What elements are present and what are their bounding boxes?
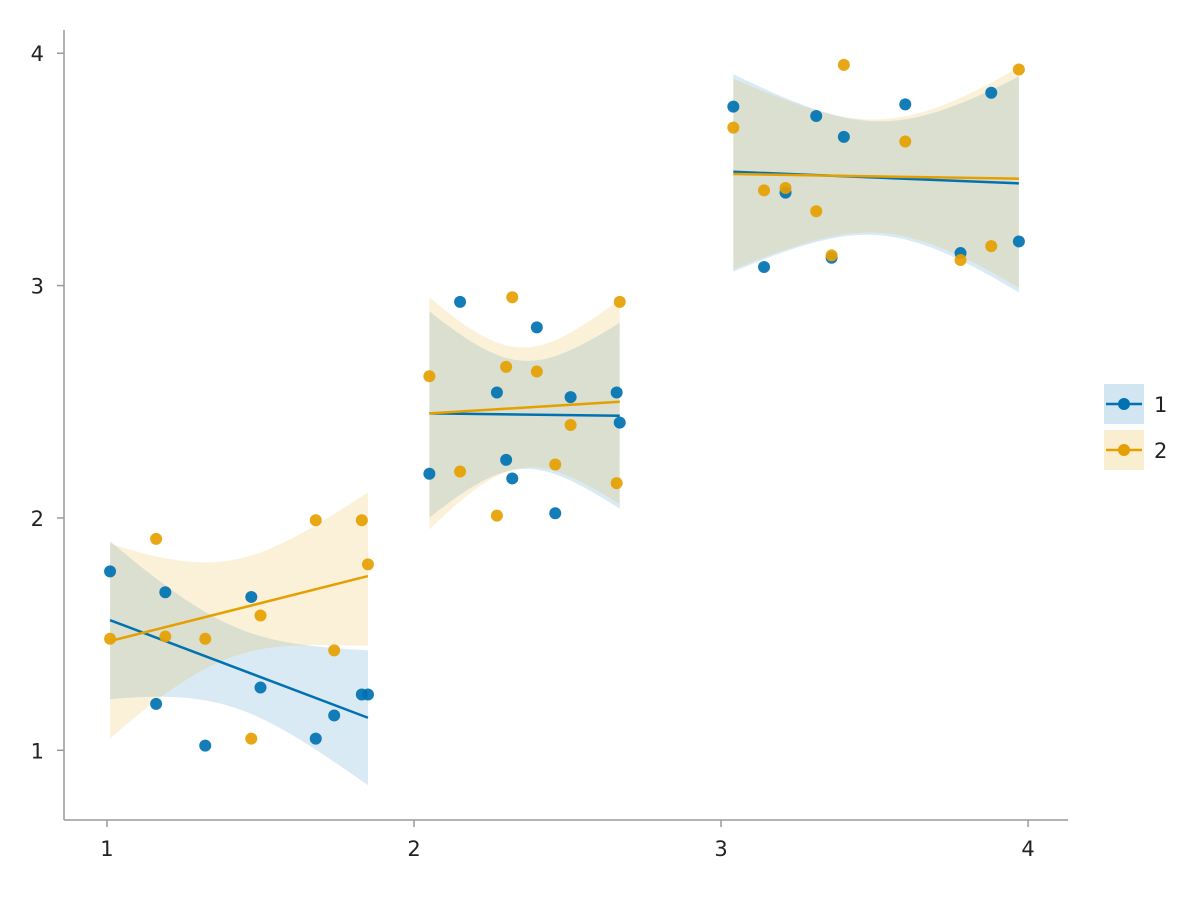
- series-2-point: [150, 532, 163, 545]
- series-2-point: [549, 458, 562, 471]
- series-1-fit-line: [429, 412, 620, 417]
- x-tick-label: 4: [1021, 837, 1034, 861]
- series-1-point: [549, 507, 562, 520]
- series-2-point: [199, 632, 212, 645]
- series-2-point: [454, 465, 467, 478]
- series-1-point: [837, 130, 850, 143]
- series-2-point: [500, 360, 513, 373]
- series-2-point: [104, 632, 117, 645]
- series-2-point: [530, 365, 543, 378]
- series-1-point: [810, 109, 823, 122]
- series-2-point: [985, 240, 998, 253]
- series-1-point: [985, 86, 998, 99]
- series-2-point: [254, 609, 267, 622]
- series-1-point: [530, 321, 543, 334]
- series-1-point: [254, 681, 267, 694]
- series-2-point: [245, 732, 258, 745]
- x-tick-label: 2: [407, 837, 420, 861]
- series-2-point: [837, 58, 850, 71]
- series-2-fit-line: [429, 400, 620, 415]
- series-1-point: [613, 416, 626, 429]
- series-1-point: [758, 261, 771, 273]
- series-2-point: [954, 254, 967, 267]
- series-2-point: [159, 630, 172, 643]
- series-2-point: [758, 184, 771, 197]
- series-1-point: [328, 709, 341, 722]
- series-1-point: [245, 590, 258, 603]
- series-1-fit-line: [109, 619, 369, 719]
- series-2-point: [610, 477, 623, 490]
- series-2-point: [355, 514, 368, 527]
- series-1-point: [506, 472, 519, 485]
- series-1-point: [199, 739, 212, 752]
- series-1-point: [500, 453, 513, 466]
- series-1-point: [309, 732, 322, 745]
- series-1-point: [361, 688, 374, 701]
- series-2-point: [506, 291, 519, 304]
- series-1-ci-band: [733, 74, 1019, 293]
- series-1-point: [454, 295, 467, 308]
- y-tick-label: 4: [31, 42, 44, 66]
- series-2-point: [564, 419, 577, 431]
- series-2-point: [825, 249, 838, 262]
- y-tick-label: 1: [31, 739, 44, 763]
- series-2-point: [309, 514, 322, 527]
- series-1-point: [490, 386, 503, 399]
- series-1-point: [104, 565, 117, 578]
- series-2-point: [779, 182, 792, 194]
- y-tick-label: 2: [31, 507, 44, 531]
- series-2-point: [899, 135, 912, 148]
- series-2-point: [613, 295, 626, 308]
- series-2-point: [727, 121, 740, 134]
- series-2-point: [810, 205, 823, 218]
- series-2-point: [361, 558, 374, 571]
- series-2-point: [490, 509, 503, 522]
- series-1-ci-band: [110, 541, 368, 786]
- series-2-fit-line: [733, 172, 1019, 180]
- series-1-point: [610, 386, 623, 399]
- series-2-point: [423, 370, 436, 383]
- legend-label-1: 1: [1154, 393, 1167, 417]
- series-2-point: [1012, 63, 1025, 76]
- series-2-ci-band: [110, 492, 368, 739]
- y-tick-label: 3: [31, 275, 44, 299]
- series-1-point: [1012, 235, 1025, 248]
- series-1-point: [564, 391, 577, 404]
- series-1-point: [150, 697, 163, 710]
- x-tick-label: 3: [714, 837, 727, 861]
- series-2-point: [328, 644, 341, 657]
- series-1-point: [727, 100, 740, 113]
- series-1-point: [899, 98, 912, 111]
- series-1-point: [423, 467, 436, 480]
- legend-marker-2: [1118, 444, 1130, 456]
- legend-marker-1: [1118, 398, 1130, 410]
- series-2-fit-line: [109, 574, 369, 643]
- legend-label-2: 2: [1154, 439, 1167, 463]
- series-1-point: [159, 586, 172, 599]
- x-tick-label: 1: [100, 837, 113, 861]
